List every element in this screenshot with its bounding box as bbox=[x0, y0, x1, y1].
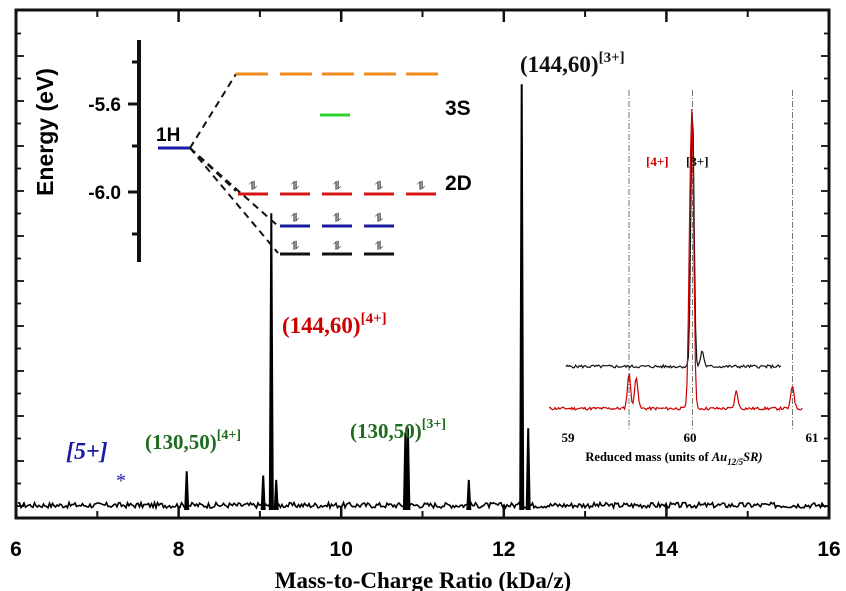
x-tick-label: 8 bbox=[173, 538, 185, 561]
mass-spectrum-chart: 6 8 10 12 14 16 Mass-to-Charge Ratio (kDa/z) … bbox=[10, 8, 841, 591]
level-1h-label: 1H bbox=[156, 125, 180, 146]
electron-pair-icon: ⥮ bbox=[249, 179, 258, 193]
x-axis-ticks bbox=[14, 10, 831, 518]
electron-pair-icon: ⥮ bbox=[291, 179, 300, 193]
spectrum-peaks bbox=[184, 84, 531, 511]
electron-pair-icon: ⥮ bbox=[291, 211, 300, 225]
x-tick-label: 6 bbox=[10, 538, 22, 561]
connector-to-mid bbox=[189, 147, 279, 227]
spectrum-peak bbox=[268, 213, 274, 511]
energy-tick-label-6-0: -6.0 bbox=[88, 183, 121, 204]
electron-pair-icon: ⥮ bbox=[375, 239, 384, 253]
inset-legend-3plus: [3+] bbox=[686, 154, 709, 169]
energy-tick-label-5-6: -5.6 bbox=[88, 95, 121, 116]
energy-level-diagram: -5.6 -6.0 Energy (eV) 1H 3S 2D ⥮ ⥮ ⥮ ⥮ ⥮⥮ ⥮ ⥮⥮… bbox=[32, 40, 472, 262]
spectrum-peak bbox=[260, 475, 266, 511]
x-tick-label: 14 bbox=[655, 538, 679, 561]
electron-pair-icon: ⥮ bbox=[417, 179, 426, 193]
annotation-144-60-3plus: (144,60)[3+] bbox=[520, 50, 625, 77]
inset-tick-label: 60 bbox=[684, 430, 697, 445]
electron-pair-icon: ⥮ bbox=[333, 179, 342, 193]
x-tick-labels: 6 8 10 12 14 16 bbox=[10, 538, 841, 561]
spectrum-trace bbox=[17, 499, 828, 511]
annotation-5plus: [5+] bbox=[66, 439, 108, 465]
level-3s-label: 3S bbox=[445, 97, 471, 120]
spectrum-peak bbox=[519, 84, 525, 511]
spectrum-peak bbox=[525, 428, 531, 511]
spectrum-peak bbox=[273, 479, 279, 511]
spectrum-peak bbox=[466, 479, 472, 511]
inset-trace-4plus bbox=[548, 109, 803, 412]
annotation-130-50-4plus: (130,50)[4+] bbox=[145, 428, 241, 454]
annotation-144-60-4plus: (144,60)[4+] bbox=[282, 311, 387, 338]
level-2d-label: 2D bbox=[445, 172, 472, 195]
x-tick-label: 16 bbox=[817, 538, 840, 561]
electron-pairs: ⥮ ⥮ ⥮ ⥮ ⥮ ⥮ ⥮ ⥮ ⥮ ⥮ ⥮ bbox=[249, 179, 426, 253]
x-axis-label: Mass-to-Charge Ratio (kDa/z) bbox=[275, 568, 571, 591]
annotation-asterisk: * bbox=[116, 470, 126, 492]
electron-pair-icon: ⥮ bbox=[333, 239, 342, 253]
electron-pair-icon: ⥮ bbox=[375, 211, 384, 225]
electron-pair-icon: ⥮ bbox=[291, 239, 300, 253]
x-tick-label: 12 bbox=[492, 538, 515, 561]
inset-tick-label: 61 bbox=[806, 430, 819, 445]
electron-pair-icon: ⥮ bbox=[333, 211, 342, 225]
inset-legend-4plus: [4+] bbox=[646, 154, 669, 169]
connector-to-low bbox=[189, 147, 279, 254]
spectrum-peak bbox=[184, 471, 190, 511]
connector-to-2d bbox=[189, 147, 237, 192]
annotation-130-50-3plus: (130,50)[3+] bbox=[350, 417, 446, 443]
inset-reduced-mass: [4+] [3+] 59 60 61 Reduced mass (units of … bbox=[548, 90, 819, 467]
x-tick-label: 10 bbox=[330, 538, 353, 561]
inset-x-tick-labels: 59 60 61 bbox=[562, 430, 819, 445]
spectrum-peak bbox=[405, 428, 411, 511]
connector-to-3s bbox=[189, 73, 237, 149]
electron-pair-icon: ⥮ bbox=[375, 179, 384, 193]
energy-axis-label: Energy (eV) bbox=[32, 68, 58, 196]
inset-tick-label: 59 bbox=[562, 430, 576, 445]
inset-x-axis-label: Reduced mass (units of Au12/5SR) bbox=[585, 450, 762, 467]
inset-trace-3plus bbox=[565, 114, 782, 370]
y-axis-ticks bbox=[16, 32, 829, 507]
